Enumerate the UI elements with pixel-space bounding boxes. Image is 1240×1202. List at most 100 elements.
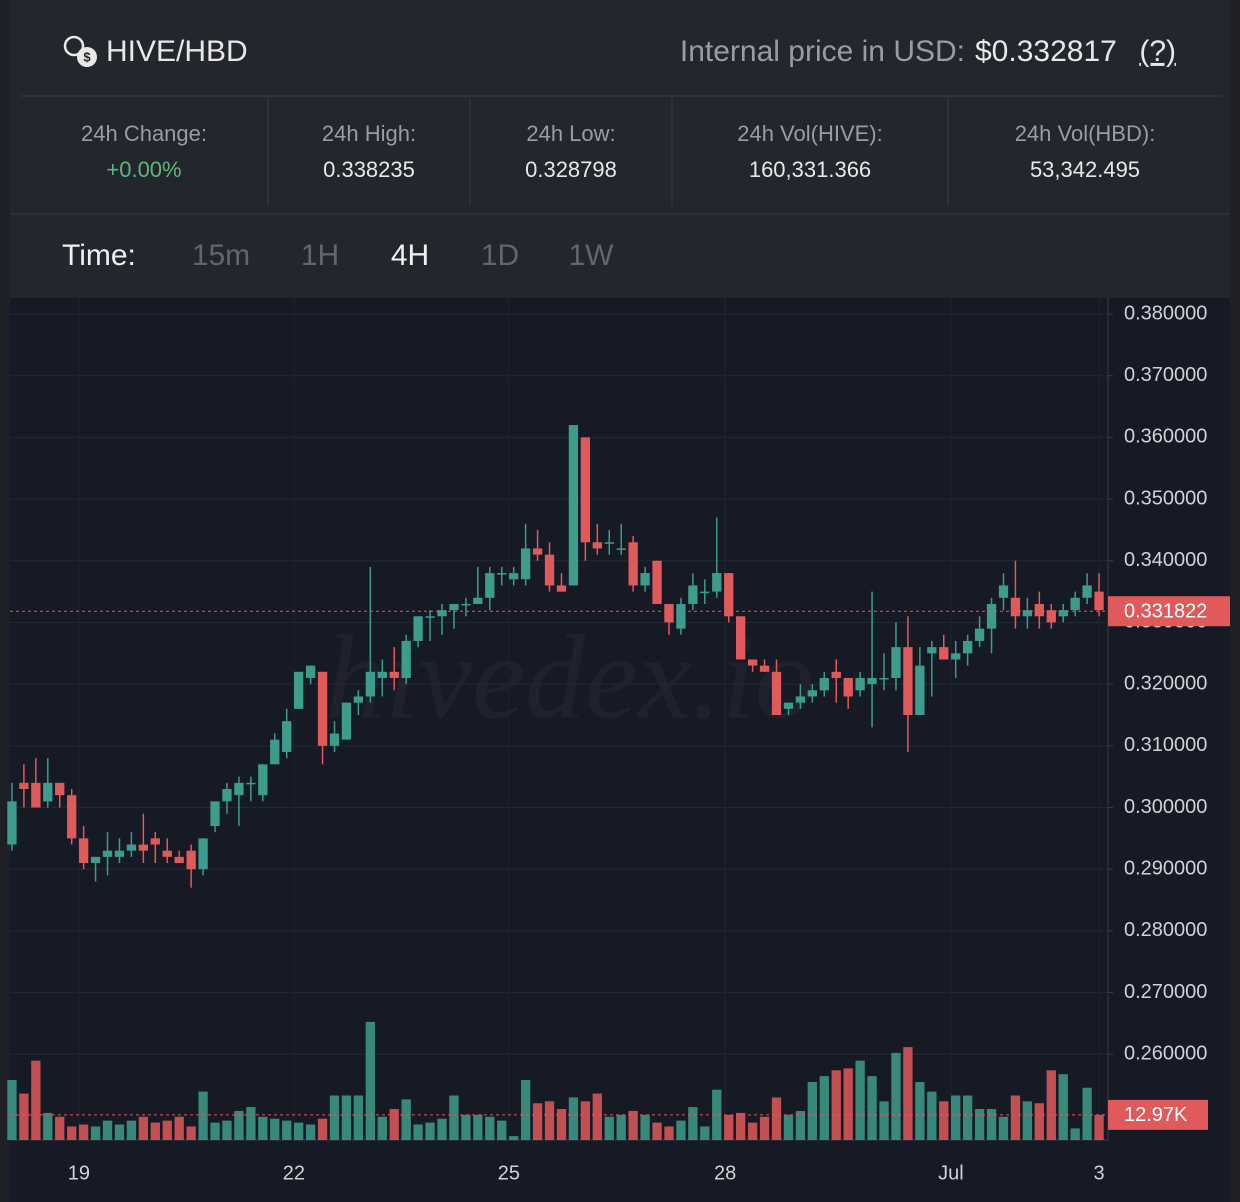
volume-bar	[138, 1116, 149, 1140]
candle-body	[317, 671, 328, 746]
volume-bar	[43, 1112, 53, 1140]
help-link[interactable]: (?)	[1139, 35, 1176, 68]
candle-body	[1058, 610, 1068, 617]
volume-bar	[449, 1095, 459, 1140]
candle-body	[329, 733, 340, 746]
candle-body	[485, 573, 495, 598]
last-price-label: 0.331822	[1124, 601, 1207, 623]
candle-body	[341, 702, 352, 740]
volume-bar	[1070, 1128, 1080, 1140]
volume-bar	[712, 1089, 722, 1140]
y-tick-label: 0.370000	[1124, 364, 1207, 386]
candle-body	[580, 437, 591, 543]
volume-bar	[365, 1021, 375, 1140]
candle-body	[568, 425, 579, 586]
volume-bar	[1058, 1074, 1068, 1140]
candle-body	[819, 677, 829, 691]
candle-body	[234, 782, 244, 796]
candle-body	[676, 603, 686, 629]
candle-body	[150, 838, 160, 845]
candle-body	[102, 850, 113, 857]
candle-body	[114, 850, 125, 857]
candle-body	[138, 844, 149, 851]
volume-bar	[1034, 1103, 1044, 1140]
volume-bar	[520, 1079, 531, 1140]
candle-body	[688, 585, 698, 604]
volume-bar	[78, 1124, 89, 1140]
candle-body	[724, 573, 734, 617]
time-option[interactable]: 4H	[391, 239, 429, 272]
volume-bar	[736, 1112, 746, 1140]
time-axis	[10, 1140, 1230, 1202]
volume-bar	[1082, 1087, 1092, 1140]
x-tick-label: Jul	[938, 1162, 964, 1184]
time-option[interactable]: 1H	[301, 239, 339, 272]
y-tick-label: 0.300000	[1124, 796, 1207, 818]
candle-body	[759, 665, 770, 672]
volume-bar	[282, 1120, 292, 1140]
candle-body	[998, 585, 1009, 598]
candle-body	[604, 542, 614, 544]
candle-body	[843, 677, 853, 697]
volume-bar	[341, 1095, 352, 1140]
volume-bar	[843, 1068, 853, 1140]
y-tick-label: 0.290000	[1124, 857, 1207, 879]
volume-bar	[234, 1110, 244, 1140]
candle-body	[43, 782, 53, 802]
time-option[interactable]: 1W	[569, 239, 615, 272]
candle-body	[293, 671, 304, 709]
candle-body	[783, 702, 794, 709]
time-option[interactable]: 15m	[192, 239, 250, 272]
candle-body	[126, 844, 137, 851]
volume-bar	[867, 1076, 877, 1140]
x-tick-label: 28	[714, 1162, 736, 1184]
y-tick-label: 0.340000	[1124, 549, 1207, 571]
x-tick-label: 3	[1093, 1162, 1104, 1184]
candle-body	[771, 671, 782, 715]
candle-body	[951, 653, 961, 660]
candle-body	[186, 850, 196, 870]
volume-bar	[891, 1052, 901, 1140]
y-tick-label: 0.320000	[1124, 672, 1207, 694]
volume-bar	[258, 1116, 268, 1140]
volume-bar	[795, 1110, 806, 1140]
volume-bar	[198, 1091, 208, 1140]
volume-bar	[210, 1122, 220, 1140]
candle-body	[520, 548, 531, 580]
candle-body	[879, 677, 889, 680]
volume-bar	[461, 1114, 471, 1140]
candle-body	[90, 856, 101, 864]
x-tick-label: 25	[498, 1162, 520, 1184]
volume-bar	[568, 1097, 579, 1140]
volume-bar	[819, 1076, 829, 1140]
candle-body	[807, 690, 818, 697]
candle-body	[652, 560, 662, 604]
candle-body	[628, 542, 638, 586]
candle-body	[1022, 610, 1033, 617]
stat-label: 24h Change:	[81, 121, 207, 146]
volume-bar	[389, 1109, 399, 1140]
candle-body	[664, 603, 674, 623]
candle-body	[1082, 585, 1092, 598]
time-option[interactable]: 1D	[481, 239, 519, 272]
stat-label: 24h High:	[322, 121, 416, 146]
candle-body	[413, 616, 423, 641]
pair-icon: $	[63, 35, 97, 67]
y-tick-label: 0.310000	[1124, 734, 1207, 756]
candle-body	[831, 671, 841, 678]
candle-body	[473, 597, 483, 604]
candle-body	[210, 801, 220, 827]
candle-body	[258, 764, 268, 796]
volume-bar	[497, 1120, 507, 1140]
volume-bar	[974, 1109, 985, 1140]
candle-body	[592, 542, 602, 549]
candle-body	[640, 573, 650, 586]
candle-body	[1070, 597, 1080, 611]
volume-bar	[628, 1110, 638, 1140]
volume-bar	[771, 1097, 782, 1140]
volume-bar	[329, 1095, 340, 1140]
price-value: $0.332817	[975, 35, 1117, 68]
volume-bar	[126, 1120, 137, 1140]
candle-body	[67, 795, 77, 839]
candle-body	[939, 647, 949, 660]
